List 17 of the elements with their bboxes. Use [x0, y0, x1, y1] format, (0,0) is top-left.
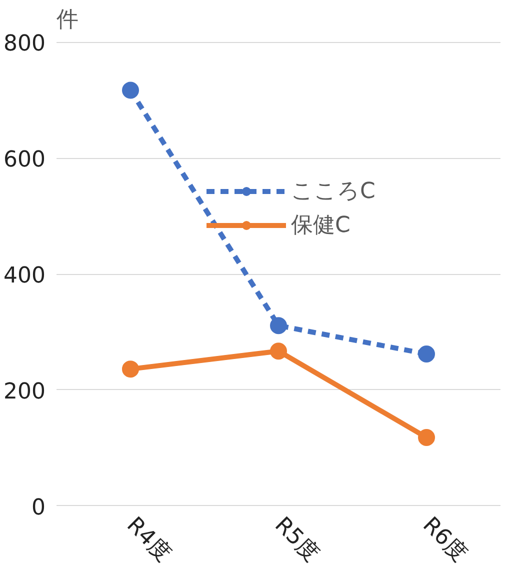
x-tick-label: R5度 [270, 512, 324, 567]
y-tick-label: 200 [4, 379, 46, 404]
point [122, 82, 139, 99]
point [270, 342, 287, 360]
y-axis-title: 件 [56, 8, 78, 32]
point [270, 317, 287, 334]
y-tick-label: 400 [4, 264, 46, 288]
y-tick-label: 800 [4, 32, 46, 57]
x-tick-label: R6度 [418, 512, 472, 567]
y-tick-label: 0 [32, 495, 46, 520]
point [418, 428, 435, 446]
point [418, 346, 435, 362]
point [122, 360, 139, 378]
x-tick-label: R4度 [122, 512, 176, 567]
legend-label: こころC [291, 178, 376, 206]
y-tick-label: 600 [4, 148, 46, 173]
legend-label: 保健C [291, 212, 350, 240]
